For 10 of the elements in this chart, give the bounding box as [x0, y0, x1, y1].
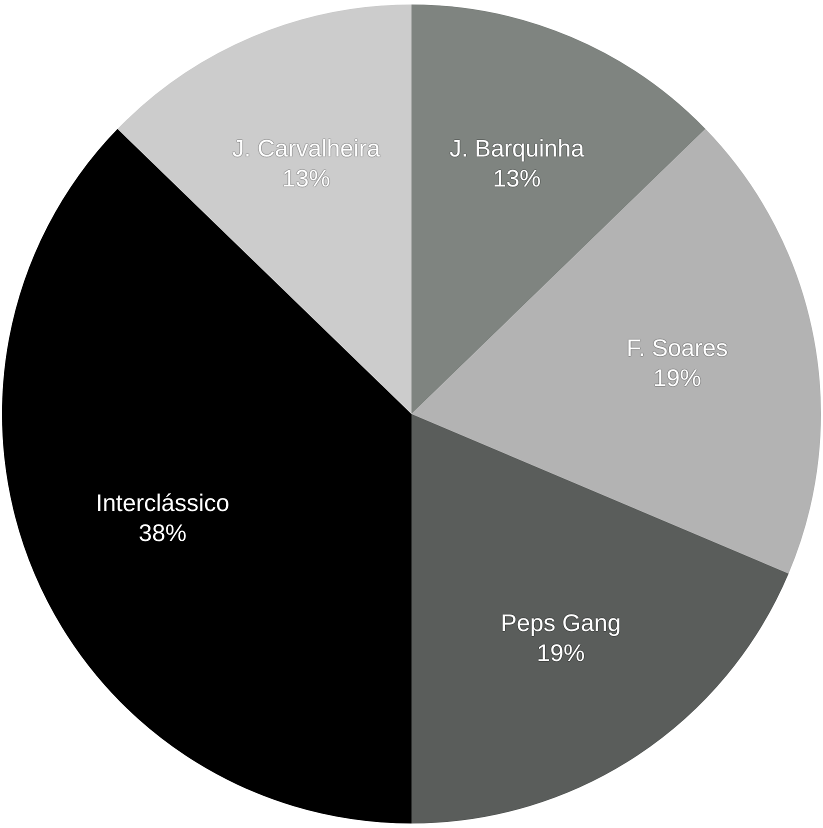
- data-label: 13%: [282, 166, 330, 193]
- slice-label: F. Soares: [626, 334, 728, 362]
- slice-label: Peps Gang: [500, 610, 621, 637]
- data-label: 13%: [492, 166, 541, 193]
- data-label: 19%: [536, 640, 585, 667]
- data-label: 19%: [653, 364, 702, 392]
- slice-label: J. Barquinha: [449, 136, 585, 163]
- slice-label: Interclássico: [96, 490, 230, 517]
- data-label: 38%: [138, 520, 187, 547]
- slice-label: J. Carvalheira: [232, 136, 381, 163]
